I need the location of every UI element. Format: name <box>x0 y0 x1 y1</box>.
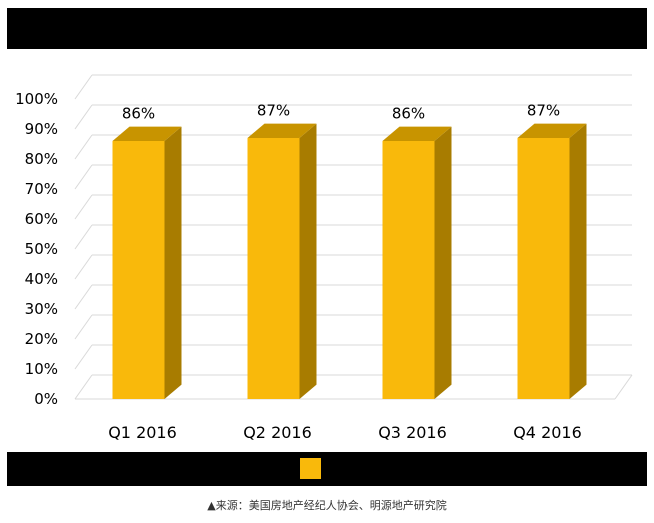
bar-side <box>299 123 317 399</box>
bar-top <box>517 123 587 138</box>
bar <box>112 126 182 399</box>
title-band <box>7 8 647 49</box>
y-tick-label: 70% <box>25 180 58 198</box>
bar <box>247 123 317 399</box>
bar <box>517 123 587 399</box>
y-tick-label: 100% <box>15 90 58 108</box>
bar-side <box>164 126 182 399</box>
y-tick-label: 10% <box>25 360 58 378</box>
source-note: ▲来源：美国房地产经纪人协会、明源地产研究院 <box>207 499 447 512</box>
bar-top <box>112 126 182 141</box>
bar-side <box>434 126 452 399</box>
grid-diagonal <box>74 284 93 310</box>
y-tick-label: 30% <box>25 300 58 318</box>
x-axis-ticks: Q1 2016 Q2 2016 Q3 2016 Q4 2016 <box>108 423 582 442</box>
legend-band <box>7 452 647 486</box>
grid-diagonal <box>74 254 93 280</box>
data-label: 86% <box>392 105 425 123</box>
grid-diagonal <box>74 104 93 130</box>
bar-front <box>517 138 570 399</box>
bar-front <box>247 138 300 399</box>
y-tick-label: 50% <box>25 240 58 258</box>
grid-diagonal <box>74 224 93 250</box>
grid-diagonal <box>74 164 93 190</box>
x-tick-label: Q2 2016 <box>243 423 312 442</box>
grid-diagonal <box>74 344 93 370</box>
data-label: 87% <box>527 102 560 120</box>
y-tick-label: 60% <box>25 210 58 228</box>
grid-diagonal <box>74 314 93 340</box>
y-tick-label: 80% <box>25 150 58 168</box>
x-tick-label: Q3 2016 <box>378 423 447 442</box>
data-label: 87% <box>257 102 290 120</box>
grid-diagonal <box>74 374 93 400</box>
y-axis-ticks: 0% 10% 20% 30% 40% 50% 60% 70% 80% 90% 100% <box>15 90 58 408</box>
data-label: 86% <box>122 105 155 123</box>
y-tick-label: 40% <box>25 270 58 288</box>
grid-diagonal <box>74 194 93 220</box>
bars: 86% 87% 86% 87% <box>112 102 587 399</box>
bar-side <box>569 123 587 399</box>
bar-top <box>247 123 317 138</box>
bar-top <box>382 126 452 141</box>
floor-right-edge <box>614 374 633 400</box>
grid-diagonal <box>74 134 93 160</box>
bar <box>382 126 452 399</box>
bar-front <box>112 141 165 399</box>
y-tick-label: 90% <box>25 120 58 138</box>
bar-front <box>382 141 435 399</box>
y-tick-label: 20% <box>25 330 58 348</box>
bar-chart: 0% 10% 20% 30% 40% 50% 60% 70% 80% 90% 100% 86% 87%… <box>15 74 633 442</box>
legend-swatch <box>300 458 321 479</box>
x-tick-label: Q1 2016 <box>108 423 177 442</box>
y-tick-label: 0% <box>34 390 58 408</box>
x-tick-label: Q4 2016 <box>513 423 582 442</box>
grid-diagonal <box>74 74 93 100</box>
